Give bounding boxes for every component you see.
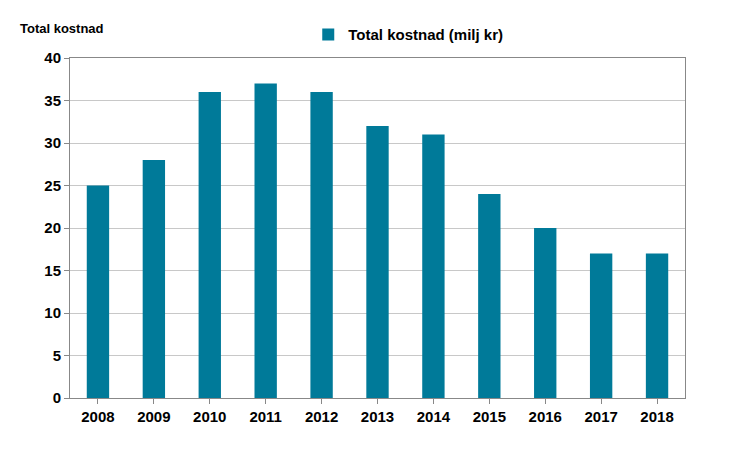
svg-text:2018: 2018 [640,408,673,425]
svg-text:2009: 2009 [137,408,170,425]
svg-text:2011: 2011 [249,408,282,425]
svg-text:2015: 2015 [473,408,506,425]
svg-text:2012: 2012 [305,408,338,425]
svg-text:2017: 2017 [584,408,617,425]
svg-text:Total kostnad: Total kostnad [20,21,104,36]
svg-text:40: 40 [44,49,61,66]
svg-text:20: 20 [44,219,61,236]
svg-text:5: 5 [53,347,61,364]
svg-text:25: 25 [44,177,61,194]
svg-text:2014: 2014 [417,408,451,425]
svg-text:30: 30 [44,134,61,151]
svg-text:2008: 2008 [81,408,114,425]
svg-text:10: 10 [44,304,61,321]
svg-text:0: 0 [53,389,61,406]
svg-text:Total kostnad (milj kr): Total kostnad (milj kr) [348,26,503,43]
svg-text:2013: 2013 [361,408,394,425]
svg-text:2010: 2010 [193,408,226,425]
svg-text:2016: 2016 [529,408,562,425]
svg-text:35: 35 [44,92,61,109]
svg-text:15: 15 [44,262,61,279]
